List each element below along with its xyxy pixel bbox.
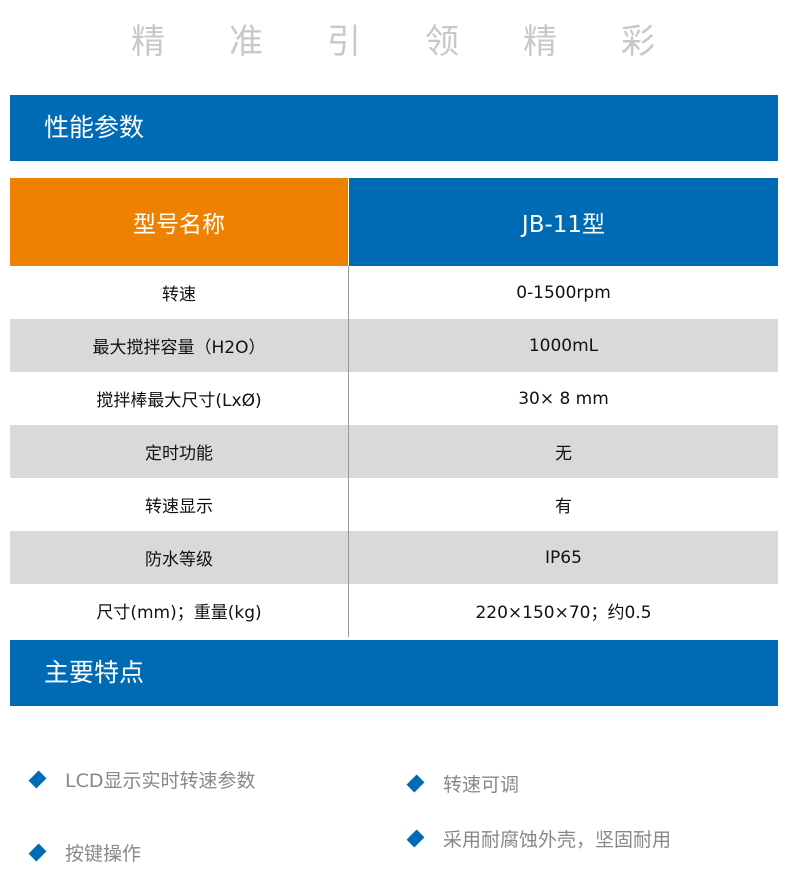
table-row: 尺寸(mm)；重量(kg) 220×150×70；约0.5 xyxy=(10,584,778,637)
spec-label: 防水等级 xyxy=(10,531,349,584)
feature-text: 采用耐腐蚀外壳，坚固耐用 xyxy=(443,829,672,851)
diamond-icon xyxy=(406,829,425,848)
slogan-char: 精 xyxy=(131,22,167,62)
header-model: JB-11型 xyxy=(348,178,778,266)
spec-label: 尺寸(mm)；重量(kg) xyxy=(10,584,349,637)
spec-label: 转速 xyxy=(10,266,349,319)
spec-label: 定时功能 xyxy=(10,425,349,478)
spec-value: 30× 8 mm xyxy=(518,388,609,409)
feature-item: 采用耐腐蚀外壳，坚固耐用 xyxy=(406,825,672,852)
diamond-icon xyxy=(406,774,425,793)
slogan-char: 精 xyxy=(523,22,559,62)
spec-label: 搅拌棒最大尺寸(LxØ) xyxy=(10,372,349,425)
slogan: 精 准 引 领 精 彩 xyxy=(0,14,788,63)
feature-text: LCD显示实时转速参数 xyxy=(65,770,256,792)
spec-value: 1000mL xyxy=(528,335,599,356)
diamond-icon xyxy=(28,770,47,789)
spec-value: 有 xyxy=(555,497,572,517)
spec-label: 最大搅拌容量（H2O） xyxy=(10,319,349,372)
table-row: 搅拌棒最大尺寸(LxØ) 30× 8 mm xyxy=(10,372,778,425)
section-title-specs: 性能参数 xyxy=(10,95,778,161)
spec-label: 转速显示 xyxy=(10,478,349,531)
spec-value: 无 xyxy=(555,444,572,464)
slogan-char: 引 xyxy=(327,22,363,62)
diamond-icon xyxy=(28,843,47,862)
slogan-char: 彩 xyxy=(621,22,657,62)
spec-value: IP65 xyxy=(545,547,582,568)
feature-item: 按键操作 xyxy=(28,839,142,866)
table-row: 转速 0-1500rpm xyxy=(10,266,778,319)
table-header: 型号名称 JB-11型 xyxy=(10,178,778,266)
spec-value: 0-1500rpm xyxy=(516,282,611,303)
spec-table: 型号名称 JB-11型 转速 0-1500rpm 最大搅拌容量（H2O） 1000mL… xyxy=(10,178,778,637)
header-label: 型号名称 xyxy=(10,178,348,266)
table-row: 转速显示 有 xyxy=(10,478,778,531)
table-row: 最大搅拌容量（H2O） 1000mL xyxy=(10,319,778,372)
feature-text: 按键操作 xyxy=(65,843,142,865)
slogan-char: 准 xyxy=(229,22,265,62)
slogan-char: 领 xyxy=(425,22,461,62)
section-title-features: 主要特点 xyxy=(10,640,778,706)
feature-item: 转速可调 xyxy=(406,770,520,797)
table-row: 防水等级 IP65 xyxy=(10,531,778,584)
spec-value: 220×150×70；约0.5 xyxy=(475,603,652,623)
feature-text: 转速可调 xyxy=(443,774,520,796)
feature-item: LCD显示实时转速参数 xyxy=(28,766,256,793)
table-row: 定时功能 无 xyxy=(10,425,778,478)
